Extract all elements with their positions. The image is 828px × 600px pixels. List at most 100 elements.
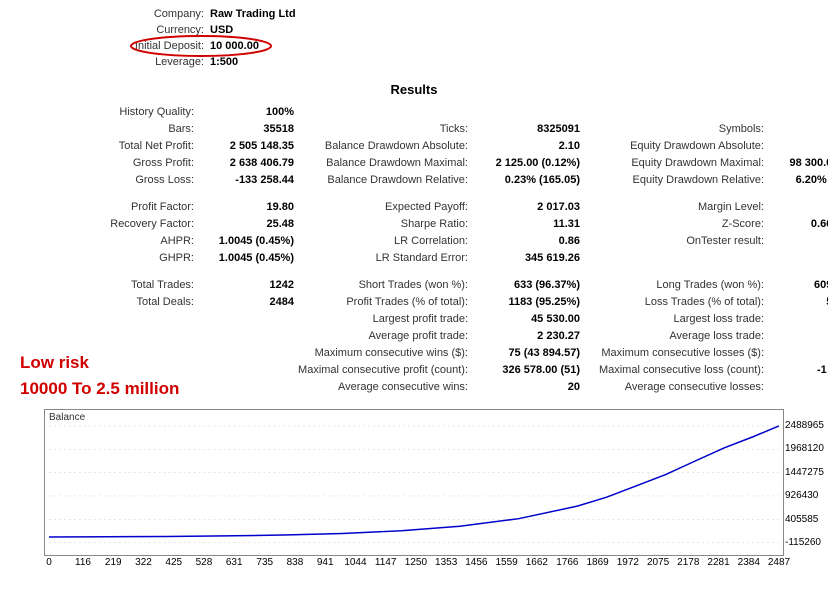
result-label: Total Net Profit: [74, 140, 200, 152]
chart-xtick: 425 [165, 557, 182, 568]
result-label: Average loss trade: [580, 330, 770, 342]
result-label: History Quality: [74, 106, 200, 118]
result-row [294, 103, 580, 120]
result-label: Equity Drawdown Relative: [580, 174, 770, 186]
chart-ytick: 2488965 [785, 420, 824, 431]
result-label: Largest loss trade: [580, 313, 770, 325]
result-row: Average loss trade:-120.19 [580, 327, 828, 344]
result-value: 2.10 [474, 140, 580, 152]
result-value: 19.80 [200, 201, 294, 213]
results-col3: Symbols:1Equity Drawdown Absolute:228.30… [580, 103, 828, 395]
result-value: 100% [200, 106, 294, 118]
result-label: Maximum consecutive losses ($): [580, 347, 770, 359]
circle-annotation-icon [66, 34, 276, 58]
results-grid: History Quality:100%Bars:35518Total Net … [74, 103, 814, 395]
result-row: History Quality:100% [74, 103, 294, 120]
result-row: Gross Loss:-133 258.44 [74, 171, 294, 188]
result-label: LR Standard Error: [294, 252, 474, 264]
result-row: Balance Drawdown Absolute:2.10 [294, 137, 580, 154]
chart-xtick: 1456 [465, 557, 487, 568]
result-row: Ticks:8325091 [294, 120, 580, 137]
result-value: 1242 [200, 279, 294, 291]
result-value: 2 017.03 [474, 201, 580, 213]
result-value: 11.31 [474, 218, 580, 230]
result-row: Largest profit trade:45 530.00 [294, 310, 580, 327]
result-label: Equity Drawdown Maximal: [580, 157, 770, 169]
result-value: 633 (96.37%) [474, 279, 580, 291]
result-row: Expected Payoff:2 017.03 [294, 198, 580, 215]
chart-ytick: 1968120 [785, 443, 824, 454]
result-row [580, 249, 828, 266]
result-value: 8325091 [474, 123, 580, 135]
result-row [580, 103, 828, 120]
result-label: Total Deals: [74, 296, 200, 308]
result-row: Total Deals:2484 [74, 293, 294, 310]
result-label: Margin Level: [580, 201, 770, 213]
chart-xtick: 1662 [526, 557, 548, 568]
result-label: LR Correlation: [294, 235, 474, 247]
result-value: 75 (43 894.57) [474, 347, 580, 359]
result-value: 1183 (95.25%) [474, 296, 580, 308]
chart-xticks: 0116219322425528631735838941104411471250… [45, 557, 783, 569]
result-label: Average consecutive wins: [294, 381, 474, 393]
result-value: 25.48 [200, 218, 294, 230]
result-value: 59 (4.75%) [770, 296, 828, 308]
chart-xtick: 2487 [768, 557, 790, 568]
result-value: 35518 [200, 123, 294, 135]
chart-xtick: 116 [75, 557, 91, 568]
result-value: 2 (-4.88) [770, 347, 828, 359]
result-value: -1 007.05 [770, 313, 828, 325]
result-label: Short Trades (won %): [294, 279, 474, 291]
result-label: Symbols: [580, 123, 770, 135]
result-value: 6.20% (1 009.44) [770, 174, 828, 186]
result-label: Z-Score: [580, 218, 770, 230]
company-row: Company:Raw Trading Ltd [74, 6, 814, 22]
company-label: Company: [74, 8, 210, 20]
result-row: Balance Drawdown Maximal:2 125.00 (0.12%… [294, 154, 580, 171]
chart-xtick: 2384 [738, 557, 760, 568]
chart-xtick: 219 [105, 557, 122, 568]
chart-xtick: 1147 [375, 557, 397, 568]
result-row: Maximal consecutive loss (count):-1 007.… [580, 361, 828, 378]
balance-chart: Balance -1152604055859264301447275196812… [44, 409, 784, 556]
result-value: 1.0045 (0.45%) [200, 235, 294, 247]
result-row: OnTester result:0 [580, 232, 828, 249]
result-label: Sharpe Ratio: [294, 218, 474, 230]
chart-xtick: 1869 [586, 557, 608, 568]
result-row: Maximum consecutive wins ($):75 (43 894.… [294, 344, 580, 361]
chart-ytick: -115260 [785, 537, 821, 548]
result-row: Largest loss trade:-1 007.05 [580, 310, 828, 327]
result-value: 45 530.00 [474, 313, 580, 325]
result-label: Profit Trades (% of total): [294, 296, 474, 308]
result-row: Average consecutive losses:1 [580, 378, 828, 395]
result-label: Profit Factor: [74, 201, 200, 213]
chart-yticks: -115260405585926430144727519681202488965 [785, 410, 828, 543]
result-value: 0 [770, 235, 828, 247]
chart-xtick: 2281 [707, 557, 729, 568]
result-row: Z-Score:0.66 (49.07%) [580, 215, 828, 232]
result-value: 2 638 406.79 [200, 157, 294, 169]
result-label: Gross Profit: [74, 157, 200, 169]
result-value: 0.23% (165.05) [474, 174, 580, 186]
result-value: 2 505 148.35 [200, 140, 294, 152]
result-value: -133 258.44 [200, 174, 294, 186]
results-col2: Ticks:8325091Balance Drawdown Absolute:2… [294, 103, 580, 395]
result-row: Sharpe Ratio:11.31 [294, 215, 580, 232]
result-label: Bars: [74, 123, 200, 135]
chart-ytick: 1447275 [785, 467, 824, 478]
result-value: 98 300.00 (4.26%) [770, 157, 828, 169]
result-row: AHPR:1.0045 (0.45%) [74, 232, 294, 249]
chart-xtick: 1353 [435, 557, 457, 568]
result-row: Symbols:1 [580, 120, 828, 137]
result-row: Balance Drawdown Relative:0.23% (165.05) [294, 171, 580, 188]
result-row: Gross Profit:2 638 406.79 [74, 154, 294, 171]
result-row: Bars:35518 [74, 120, 294, 137]
result-value: 1 [770, 123, 828, 135]
result-row: Equity Drawdown Relative:6.20% (1 009.44… [580, 171, 828, 188]
result-row: Maximum consecutive losses ($):2 (-4.88) [580, 344, 828, 361]
result-label: Total Trades: [74, 279, 200, 291]
chart-xtick: 735 [256, 557, 273, 568]
result-label: Recovery Factor: [74, 218, 200, 230]
result-value: 2484 [200, 296, 294, 308]
initial-deposit-row: Initial Deposit:10 000.00 [74, 38, 814, 54]
